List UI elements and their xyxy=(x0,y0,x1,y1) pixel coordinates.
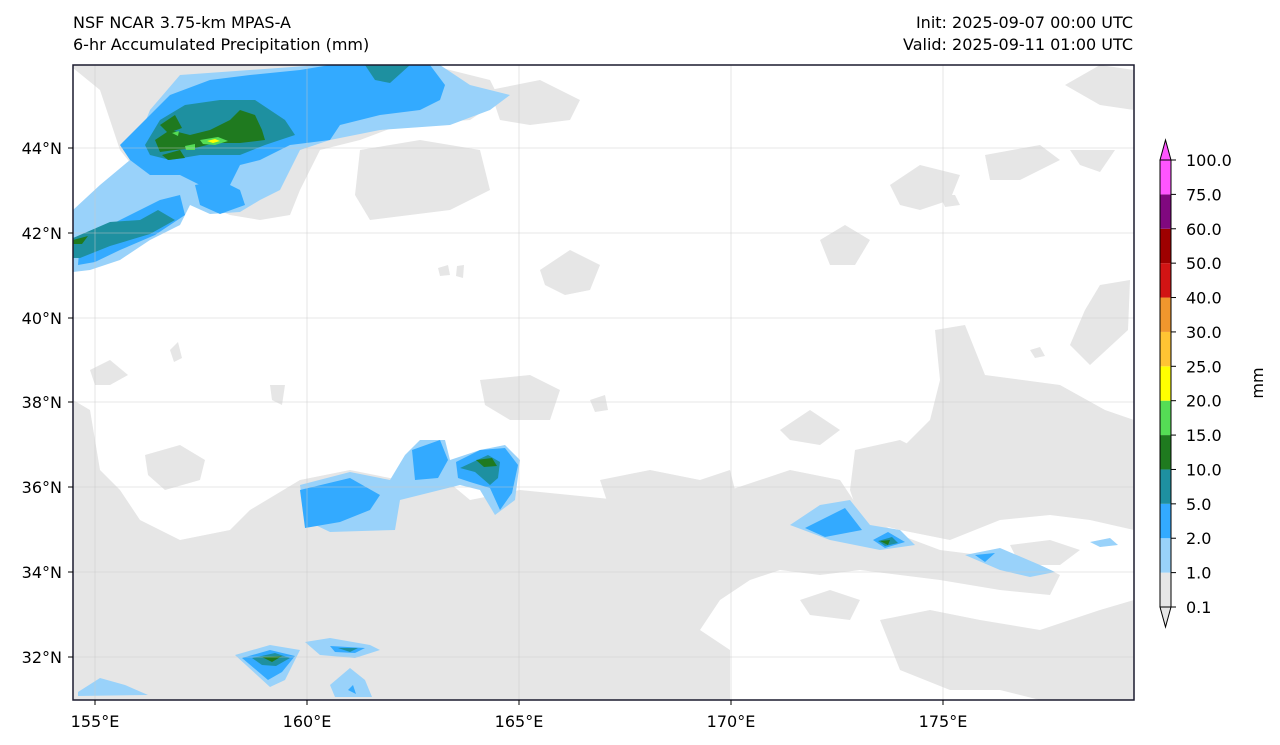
lon-axis: 155°E 160°E 165°E 170°E 175°E xyxy=(71,700,968,731)
time-block: Init: 2025-09-07 00:00 UTC Valid: 2025-0… xyxy=(903,12,1133,56)
lat-label: 44°N xyxy=(22,139,62,158)
colorbar-segment xyxy=(1160,194,1171,229)
lon-label: 160°E xyxy=(283,712,332,731)
colorbar-extend-low xyxy=(1159,606,1172,629)
lat-label: 38°N xyxy=(22,393,62,412)
lon-label: 175°E xyxy=(919,712,968,731)
colorbar-level-label: 5.0 xyxy=(1186,495,1211,514)
colorbar-level-label: 100.0 xyxy=(1186,151,1232,170)
lat-label: 32°N xyxy=(22,648,62,667)
colorbar-segment xyxy=(1160,572,1171,607)
valid-time: Valid: 2025-09-11 01:00 UTC xyxy=(902,35,1133,54)
colorbar-level-label: 15.0 xyxy=(1186,426,1222,445)
colorbar-segment xyxy=(1160,469,1171,504)
colorbar-unit-label: mm xyxy=(1248,367,1267,398)
lon-label: 155°E xyxy=(71,712,120,731)
lat-label: 42°N xyxy=(22,224,62,243)
lon-label: 165°E xyxy=(495,712,544,731)
colorbar-level-label: 25.0 xyxy=(1186,357,1222,376)
colorbar-level-label: 20.0 xyxy=(1186,392,1222,411)
colorbar-segment xyxy=(1160,400,1171,436)
map-gridlines xyxy=(73,65,1134,700)
lat-label: 34°N xyxy=(22,563,62,582)
colorbar-segment xyxy=(1160,538,1171,573)
colorbar-segment xyxy=(1160,160,1171,195)
colorbar: 0.1 1.0 2.0 5.0 10.0 15.0 20.0 25.0 30.0 40.0 50.0… xyxy=(1159,138,1232,629)
lat-axis: 32°N 34°N 36°N 38°N 40°N 42°N 44°N xyxy=(22,139,73,667)
precip-map xyxy=(73,65,1134,700)
colorbar-segment xyxy=(1160,503,1171,539)
title-block: NSF NCAR 3.75-km MPAS-A 6-hr Accumulated… xyxy=(73,12,369,56)
lat-label: 36°N xyxy=(22,478,62,497)
colorbar-level-label: 75.0 xyxy=(1186,185,1222,204)
map-frame xyxy=(72,64,1135,701)
colorbar-segment xyxy=(1160,366,1171,401)
field-title: 6-hr Accumulated Precipitation (mm) xyxy=(73,35,370,54)
colorbar-segment xyxy=(1160,263,1171,298)
colorbar-segment xyxy=(1160,435,1171,470)
init-time: Init: 2025-09-07 00:00 UTC xyxy=(915,13,1133,32)
colorbar-segment xyxy=(1160,297,1171,332)
colorbar-level-label: 2.0 xyxy=(1186,529,1211,548)
model-title: NSF NCAR 3.75-km MPAS-A xyxy=(73,13,291,32)
colorbar-level-label: 1.0 xyxy=(1186,564,1211,583)
lat-label: 40°N xyxy=(22,309,62,328)
colorbar-level-label: 40.0 xyxy=(1186,289,1222,308)
colorbar-level-label: 0.1 xyxy=(1186,598,1211,617)
precip-peak-region xyxy=(207,139,220,143)
colorbar-extend-high xyxy=(1159,138,1172,161)
colorbar-segment xyxy=(1160,228,1171,264)
colorbar-level-label: 50.0 xyxy=(1186,254,1222,273)
colorbar-segment xyxy=(1160,331,1171,367)
precip-very-heavy-regions xyxy=(73,110,890,662)
colorbar-level-label: 60.0 xyxy=(1186,220,1222,239)
colorbar-level-label: 30.0 xyxy=(1186,323,1222,342)
lon-label: 170°E xyxy=(707,712,756,731)
colorbar-level-label: 10.0 xyxy=(1186,460,1222,479)
colorbar-outline xyxy=(1159,159,1172,608)
